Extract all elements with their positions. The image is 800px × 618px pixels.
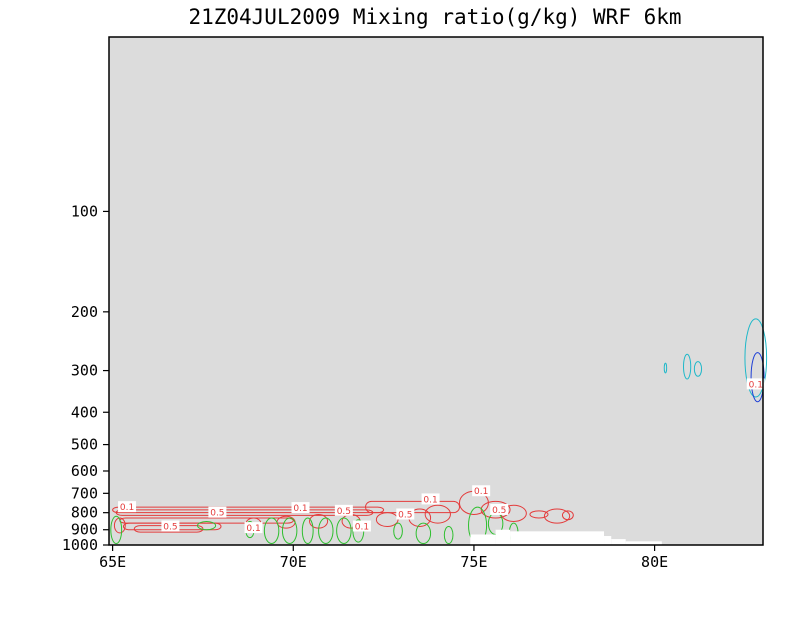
terrain-block xyxy=(604,536,612,545)
contour-red xyxy=(543,508,571,524)
contour-green xyxy=(301,517,314,545)
contour-label: 0.1 xyxy=(355,522,369,532)
y-tick-label: 800 xyxy=(71,504,98,522)
contour-label-bg xyxy=(352,520,371,532)
contour-label: 0.1 xyxy=(474,487,488,497)
contour-red xyxy=(375,512,399,527)
contour-green xyxy=(110,515,123,545)
y-tick-label: 200 xyxy=(71,303,98,321)
x-tick-label: 65E xyxy=(99,553,126,571)
contour-cyan xyxy=(693,361,703,377)
chart-title: 21Z04JUL2009 Mixing ratio(g/kg) WRF 6km xyxy=(188,5,681,29)
y-tick-label: 400 xyxy=(71,403,98,421)
y-tick-label: 1000 xyxy=(62,536,98,554)
contour-label: 0.1 xyxy=(246,524,260,534)
contour-red xyxy=(112,506,385,514)
contour-label-bg xyxy=(291,502,310,514)
contour-label-bg xyxy=(118,501,137,513)
contour-label: 0.5 xyxy=(210,509,224,519)
contour-cyan xyxy=(744,318,768,398)
contour-label-bg xyxy=(472,485,491,497)
plot-background xyxy=(109,37,763,545)
x-tick-label: 75E xyxy=(460,553,487,571)
terrain-mask xyxy=(470,529,662,545)
terrain-block xyxy=(611,539,626,545)
contour-label-bg xyxy=(396,508,415,520)
y-tick-label: 300 xyxy=(71,362,98,380)
contour-green xyxy=(443,525,454,545)
contour-label-bg xyxy=(161,520,180,532)
contour-label: 0.5 xyxy=(492,506,506,516)
contour-green xyxy=(393,522,403,540)
contour-red xyxy=(113,517,126,534)
terrain-block xyxy=(510,531,605,545)
x-axis: 65E 70E 75E 80E xyxy=(99,545,668,571)
contour-label: 0.1 xyxy=(120,503,134,513)
contour-label: 0.1 xyxy=(293,504,307,514)
contour-label: 0.1 xyxy=(423,495,437,505)
contour-cyan xyxy=(663,362,668,374)
contour-green xyxy=(263,517,280,545)
contour-green xyxy=(197,520,217,531)
plot-frame xyxy=(108,36,764,546)
contour-label: 0.5 xyxy=(398,510,412,520)
x-tick-label: 70E xyxy=(280,553,307,571)
y-tick-label: 500 xyxy=(71,436,98,454)
contour-label: 0.1 xyxy=(749,380,763,390)
y-tick-label: 600 xyxy=(71,462,98,480)
contour-blue xyxy=(750,352,765,403)
contour-red xyxy=(561,510,574,521)
contour-green xyxy=(318,517,334,545)
contour-green xyxy=(281,517,298,545)
contour-label-bg xyxy=(421,493,440,505)
contour-red xyxy=(424,504,451,524)
contour-label-bg xyxy=(244,522,263,534)
x-tick-label: 80E xyxy=(641,553,668,571)
contour-label-bg xyxy=(334,504,353,516)
contour-red xyxy=(480,500,511,519)
terrain-block xyxy=(470,534,496,545)
terrain-block xyxy=(495,529,511,545)
contour-label: 0.5 xyxy=(337,507,351,517)
contour-label-bg xyxy=(208,506,227,518)
contour-green xyxy=(415,522,432,545)
y-tick-label: 700 xyxy=(71,484,98,502)
contour-label-bg xyxy=(746,378,765,390)
y-tick-label: 100 xyxy=(71,202,98,220)
contour-label: 0.5 xyxy=(163,522,177,532)
contour-cyan xyxy=(683,353,692,380)
contour-green xyxy=(336,517,352,545)
y-tick-label: 900 xyxy=(71,521,98,539)
contour-red xyxy=(529,510,549,519)
contour-label-bg xyxy=(490,503,509,515)
terrain-block xyxy=(625,541,662,545)
contour-labels: 0.1 0.5 0.5 0.1 0.5 0.1 0.1 0.5 0.1 0.1 0.5 0.1 xyxy=(118,378,765,534)
